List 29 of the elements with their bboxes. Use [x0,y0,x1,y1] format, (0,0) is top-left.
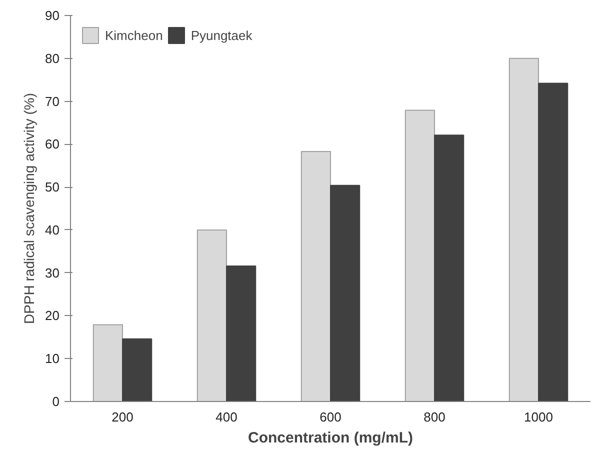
bar [300,150,331,402]
legend-label: Pyungtaek [190,28,252,42]
y-tick-label: 80 [45,50,60,66]
x-tick-label: 400 [216,410,238,424]
y-axis-title: DPPH radical scavenging activity (%) [21,92,38,324]
bar [434,134,464,402]
bar [196,229,227,402]
y-tick-label: 40 [45,222,60,238]
y-tick-label: 30 [45,265,60,280]
y-tick-label: 90 [45,8,60,23]
x-tick-label: 800 [424,410,446,424]
x-tick-label: 200 [112,410,134,424]
y-tick-label: 70 [45,94,60,109]
x-tick-label: 1000 [524,410,553,424]
bar [330,184,360,402]
y-tick-label: 10 [45,351,60,366]
bar [92,324,123,402]
x-axis-title: Concentration (mg/mL) [248,430,414,446]
x-tick-label: 600 [320,410,342,424]
y-tick-label: 50 [45,180,60,195]
y-tick-label: 60 [45,136,60,152]
bar [508,58,539,402]
bar [122,338,152,402]
y-tick-label: 20 [45,308,60,324]
bar [226,265,256,402]
bar [404,110,435,402]
y-tick-label: 0 [52,394,60,409]
bar [538,82,568,402]
legend-label: Kimcheon [105,28,163,42]
